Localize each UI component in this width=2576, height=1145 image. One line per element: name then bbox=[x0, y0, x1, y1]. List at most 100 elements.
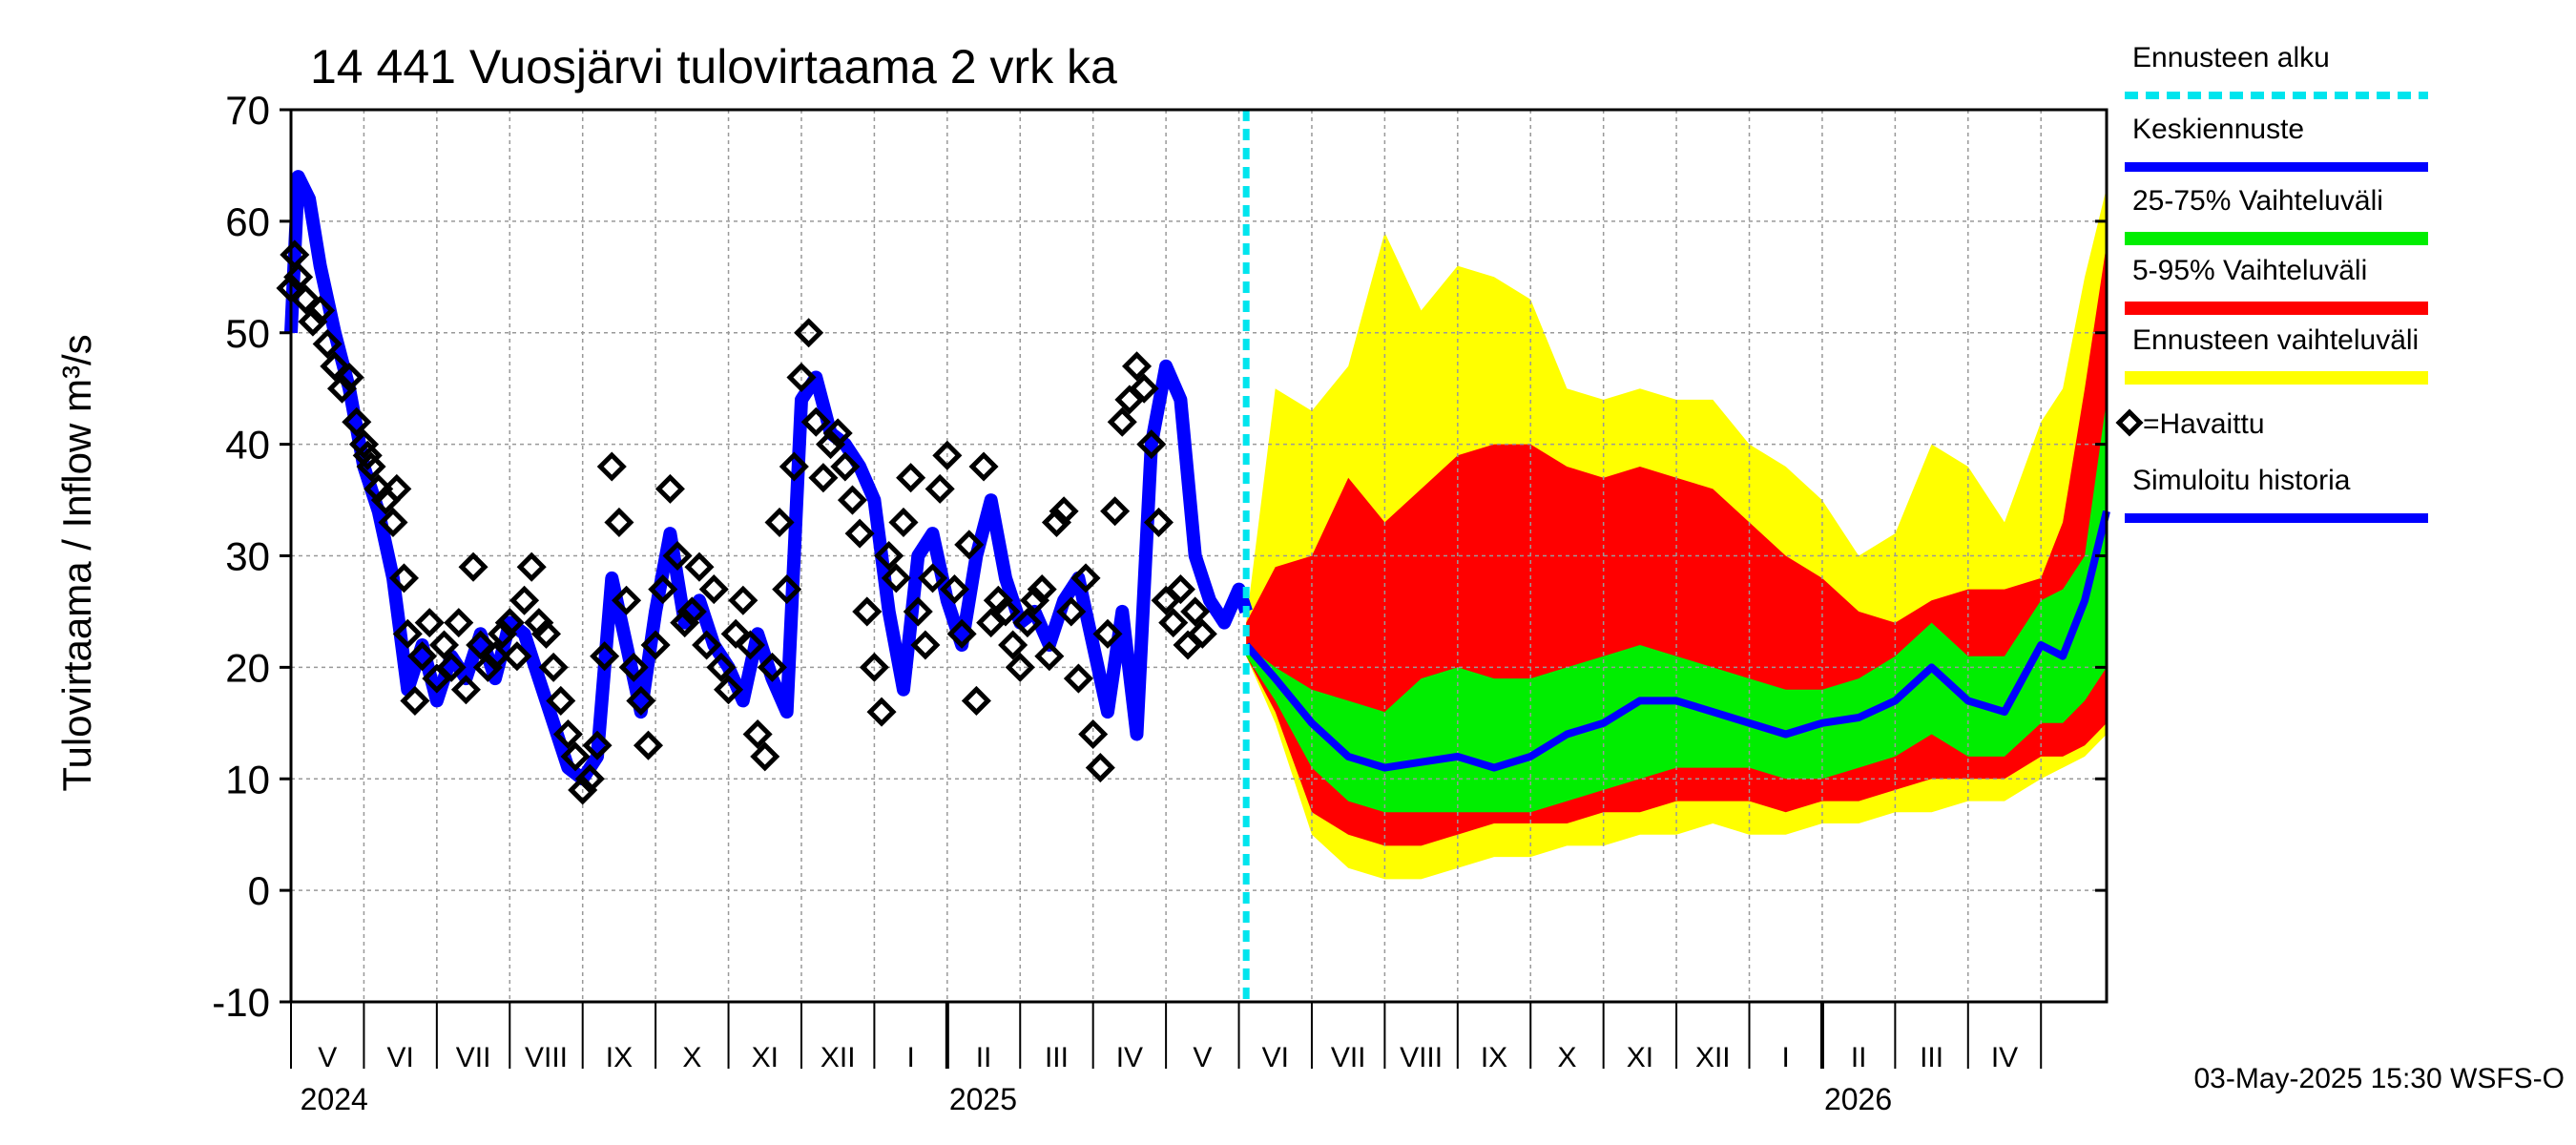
observed-point bbox=[896, 463, 926, 493]
observed-point bbox=[998, 630, 1028, 660]
series bbox=[284, 110, 2110, 1002]
observed-point bbox=[436, 652, 467, 682]
observed-point bbox=[1187, 618, 1217, 649]
observed-point bbox=[720, 618, 751, 649]
observed-point bbox=[1078, 718, 1109, 750]
observed-point bbox=[676, 596, 707, 627]
observed-point bbox=[757, 652, 787, 682]
observed-point bbox=[444, 608, 474, 638]
observed-point bbox=[1034, 641, 1065, 672]
observed-point bbox=[312, 328, 343, 359]
x-month-label: IV bbox=[1991, 1042, 2018, 1073]
legend-item: Simuloitu historia bbox=[2125, 465, 2428, 523]
observed-point bbox=[1107, 406, 1137, 437]
legend-label: =Havaittu bbox=[2143, 408, 2265, 440]
observed-point bbox=[939, 574, 970, 605]
x-month-label: IX bbox=[606, 1042, 633, 1073]
legend-item: 25-75% Vaihteluväli bbox=[2125, 185, 2428, 245]
timestamp: 03-May-2025 15:30 WSFS-O bbox=[2194, 1063, 2566, 1094]
observed-point bbox=[378, 507, 408, 537]
observed-point bbox=[910, 630, 941, 660]
observed-point bbox=[458, 552, 488, 582]
observed-point bbox=[560, 741, 591, 772]
observed-point bbox=[509, 585, 540, 615]
x-month-label: XII bbox=[1695, 1042, 1731, 1073]
x-month-label: III bbox=[1920, 1042, 1943, 1073]
observed-point bbox=[779, 451, 809, 482]
observed-point bbox=[954, 530, 985, 560]
grid bbox=[291, 110, 2107, 1002]
observed-point bbox=[786, 362, 817, 393]
observed-point bbox=[348, 429, 379, 460]
legend-item: Ennusteen vaihteluväli bbox=[2125, 324, 2428, 385]
x-month-label: VI bbox=[1262, 1042, 1289, 1073]
observed-point bbox=[530, 618, 562, 649]
observed-point bbox=[516, 552, 547, 582]
observed-point bbox=[1012, 608, 1043, 638]
observed-point bbox=[698, 574, 729, 605]
observed-point bbox=[1063, 663, 1093, 694]
observed-point bbox=[320, 351, 350, 382]
observed-point bbox=[290, 284, 321, 315]
x-month-label: VII bbox=[1331, 1042, 1366, 1073]
observed-point bbox=[552, 718, 583, 750]
chart-title: 14 441 Vuosjärvi tulovirtaama 2 vrk ka bbox=[310, 40, 1117, 94]
observed-point bbox=[305, 295, 336, 325]
x-month-label: II bbox=[976, 1042, 992, 1073]
y-axis-label: Tulovirtaama / Inflow m³/s bbox=[54, 334, 99, 791]
observed-point bbox=[618, 652, 649, 682]
observed-point bbox=[670, 608, 700, 638]
x-month-label: I bbox=[1782, 1042, 1790, 1073]
observed-point bbox=[684, 552, 715, 582]
x-month-label: X bbox=[1557, 1042, 1576, 1073]
observed-point bbox=[1070, 563, 1101, 593]
observed-point bbox=[326, 373, 358, 404]
x-month-label: IX bbox=[1481, 1042, 1507, 1073]
observed-point bbox=[400, 685, 430, 716]
observed-point bbox=[822, 418, 853, 448]
x-year-label: 2026 bbox=[1824, 1082, 1892, 1116]
observed-point bbox=[924, 473, 955, 504]
legend: Ennusteen alku Keskiennuste 25-75% Vaihtel… bbox=[2115, 42, 2428, 523]
x-year-label: 2024 bbox=[301, 1082, 368, 1116]
observed-point bbox=[772, 574, 802, 605]
legend-label: 25-75% Vaihteluväli bbox=[2132, 185, 2383, 217]
observed-point bbox=[466, 630, 496, 660]
observed-point bbox=[728, 585, 758, 615]
observed-point bbox=[983, 585, 1013, 615]
legend-label: Ennusteen alku bbox=[2132, 42, 2330, 73]
observed-point bbox=[382, 473, 412, 504]
observed-point bbox=[800, 406, 831, 437]
observed-point bbox=[946, 618, 977, 649]
observed-point bbox=[1180, 596, 1211, 627]
x-year-label: 2025 bbox=[949, 1082, 1017, 1116]
y-tick-label: 60 bbox=[225, 199, 270, 244]
x-month-label: XI bbox=[1627, 1042, 1653, 1073]
observed-point bbox=[538, 652, 569, 682]
observed-point bbox=[1092, 618, 1123, 649]
observed-point bbox=[961, 685, 991, 716]
legend-label: 5-95% Vaihteluväli bbox=[2132, 255, 2367, 286]
observed-point bbox=[903, 596, 933, 627]
observed-point bbox=[794, 318, 824, 348]
observed-point bbox=[428, 630, 460, 660]
observed-point bbox=[582, 730, 613, 760]
observed-point bbox=[662, 540, 693, 572]
observed-point bbox=[480, 641, 510, 672]
observed-point bbox=[1100, 496, 1131, 527]
series-line-1 bbox=[284, 170, 1253, 786]
observed-point bbox=[298, 306, 328, 337]
observed-point bbox=[596, 451, 627, 482]
observed-point bbox=[932, 440, 963, 470]
observed-point bbox=[654, 473, 685, 504]
x-month-label: I bbox=[906, 1042, 914, 1073]
y-tick-label: 10 bbox=[225, 757, 270, 802]
y-tick-label: 20 bbox=[225, 645, 270, 690]
observed-point bbox=[888, 507, 919, 537]
band-3 bbox=[1246, 399, 2107, 813]
observed-point bbox=[546, 685, 576, 716]
legend-item: =Havaittu bbox=[2115, 408, 2265, 440]
observed-point bbox=[640, 630, 671, 660]
observed-point bbox=[808, 463, 839, 493]
